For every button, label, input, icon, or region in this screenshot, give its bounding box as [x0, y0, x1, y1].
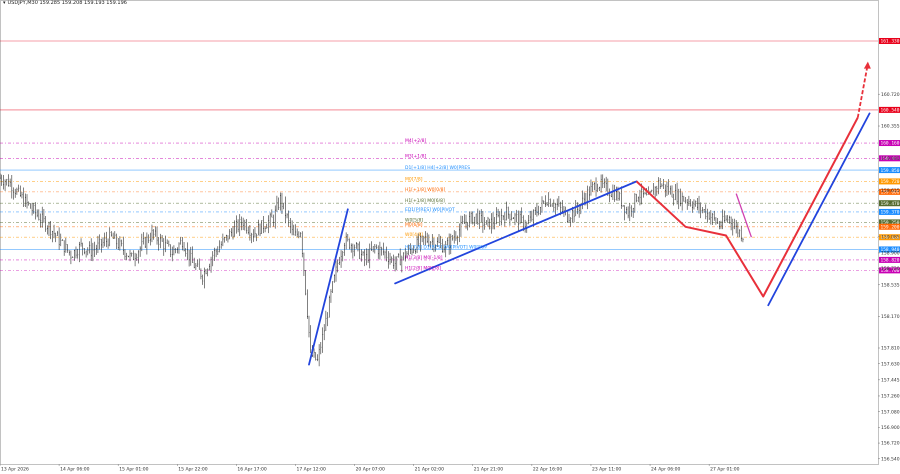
level-label: H1[7/8] D1[RES] W0[PIVOT] W0[SUP [405, 244, 487, 250]
y-tick-label: 157.260 [881, 394, 900, 400]
price-tag: 159.250 [881, 220, 900, 226]
x-tick-label: 22 Apr 16:00 [533, 467, 562, 473]
x-tick-label: 14 Apr 06:00 [60, 467, 89, 473]
y-tick-label: 157.080 [881, 409, 900, 415]
blue-impulse-1-line [308, 208, 349, 366]
price-tag-box [879, 200, 900, 207]
price-tag-box [879, 155, 900, 162]
level-label: D1[+1/8] H4[+2/8] W0[PRES [405, 165, 470, 171]
price-tag: 160.160 [881, 141, 900, 147]
level-label: W0[5/8] [405, 217, 423, 223]
red-forecast-line [635, 117, 859, 298]
level-label: M0[7/8] [405, 176, 423, 182]
price-tag: 159.080 [881, 235, 900, 241]
level-label: M4[+2/8] [405, 138, 427, 144]
price-tag: 161.330 [881, 39, 900, 45]
price-tag: 158.940 [881, 247, 900, 253]
x-tick-label: 17 Apr 12:00 [296, 467, 325, 473]
price-tag-box [879, 106, 900, 113]
x-tick-label: 15 Apr 22:00 [178, 467, 207, 473]
plot-frame [0, 0, 879, 465]
price-tag: 159.370 [881, 210, 900, 216]
x-tick-label: 27 Apr 01:00 [710, 467, 739, 473]
price-tag: 159.200 [881, 224, 900, 230]
y-tick-label: 160.720 [881, 92, 900, 98]
price-tag: 160.540 [881, 108, 900, 114]
level-label: M0[6/8] [405, 222, 423, 228]
price-tag: 158.820 [881, 258, 900, 264]
x-tick-label: 16 Apr 17:00 [237, 467, 266, 473]
symbol-quote-line: USDJPY,M30 159.285 159.208 159.193 159.1… [7, 0, 127, 6]
price-tag-box [879, 188, 900, 195]
magenta-path-line [735, 193, 753, 238]
price-tag: 159.720 [881, 179, 900, 185]
price-tag: 159.985 [881, 156, 900, 162]
price-tag: 158.700 [881, 268, 900, 274]
blue-forecast-line [767, 112, 871, 307]
level-label: H1[+1/8] W0[0/8] [405, 187, 446, 193]
level-label: H1[+1/8] M0[6/8] [405, 198, 445, 204]
forecast-dashed-line [856, 63, 869, 118]
price-tag-box [879, 178, 900, 185]
price-tag: 159.470 [881, 201, 900, 207]
x-tick-label: 23 Apr 11:00 [592, 467, 621, 473]
y-tick-label: 158.170 [881, 314, 900, 320]
y-tick-label: 157.445 [881, 377, 900, 383]
level-label: H1[3/8] M0[-1/8] [405, 255, 443, 261]
window-menu-icon[interactable]: ▾ [3, 0, 6, 6]
y-tick-label: 158.720 [881, 266, 900, 272]
x-tick-label: 15 Apr 01:00 [119, 467, 148, 473]
x-tick-label: 20 Apr 07:00 [356, 467, 385, 473]
x-tick-label: 13 Apr 2026 [1, 467, 29, 473]
price-tag-box [879, 234, 900, 241]
y-tick-label: 159.085 [881, 234, 900, 240]
y-tick-label: 159.615 [881, 188, 900, 194]
price-tag-box [879, 223, 900, 230]
price-tag-box [879, 267, 900, 274]
level-label: M3[+1/8] [405, 153, 427, 159]
y-tick-label: 158.535 [881, 282, 900, 288]
chart-title-bar: ▾ USDJPY,M30 159.285 159.208 159.193 159.… [3, 0, 127, 6]
y-tick-label: 160.355 [881, 124, 900, 130]
x-tick-label: 21 Apr 21:00 [474, 467, 503, 473]
price-tag-box [879, 208, 900, 215]
y-tick-label: 157.630 [881, 361, 900, 367]
level-label: ED1[P]RES] W0[PIVOT [405, 207, 455, 213]
blue-impulse-2-line [394, 180, 638, 285]
price-tag: 159.850 [881, 168, 900, 174]
x-tick-label: 21 Apr 02:00 [415, 467, 444, 473]
y-tick-label: 157.810 [881, 346, 900, 352]
y-tick-label: 156.540 [881, 456, 900, 462]
price-tag-box [879, 246, 900, 253]
y-tick-label: 158.900 [881, 251, 900, 257]
price-tag-box [879, 256, 900, 263]
price-tag: 159.600 [881, 190, 900, 196]
price-tag-box [879, 219, 900, 226]
forecast-arrow-head [863, 61, 871, 69]
y-tick-label: 156.900 [881, 425, 900, 431]
price-tag-box [879, 140, 900, 147]
x-tick-label: 24 Apr 06:00 [651, 467, 680, 473]
level-label: W0[4/8] [405, 232, 423, 238]
price-tag-box [879, 37, 900, 44]
price-tag-box [879, 167, 900, 174]
y-tick-label: 156.720 [881, 441, 900, 447]
level-label: H1[2/8] M0[2/8] [405, 265, 441, 271]
y-tick-label: 159.985 [881, 156, 900, 162]
